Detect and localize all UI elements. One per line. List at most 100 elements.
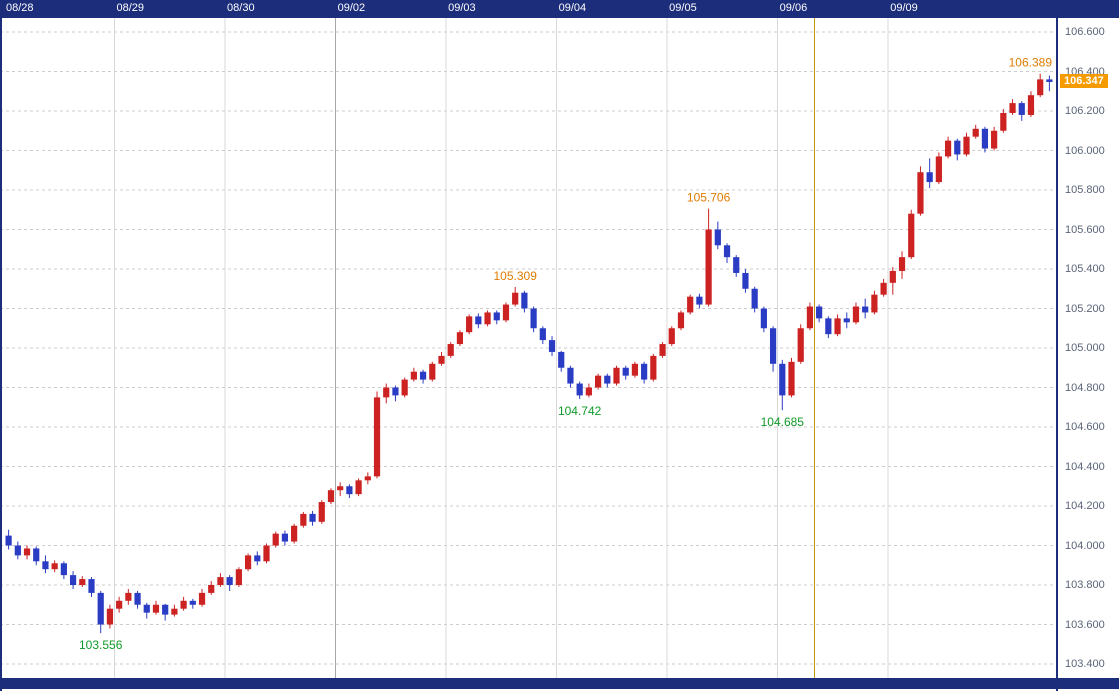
- candle-down: [816, 306, 823, 319]
- candle-up: [447, 344, 454, 356]
- candle-down: [226, 577, 233, 585]
- swing-high-label: 105.309: [493, 269, 537, 283]
- candle-down: [696, 296, 703, 305]
- candle-down: [567, 367, 574, 384]
- candle-down: [346, 486, 353, 495]
- price-tick-label: 104.400: [1065, 460, 1105, 473]
- candle-up: [594, 375, 602, 388]
- date-label: 08/30: [227, 2, 255, 14]
- price-tick-label: 105.200: [1065, 302, 1105, 315]
- candle-down: [641, 363, 648, 380]
- candle-down: [769, 328, 777, 364]
- price-tick-label: 104.000: [1065, 539, 1105, 552]
- candle-down: [751, 288, 758, 309]
- candle-up: [198, 592, 206, 605]
- price-tick-label: 106.000: [1065, 144, 1105, 157]
- candle-down: [733, 257, 740, 273]
- candle-up: [512, 292, 519, 305]
- candle-up: [337, 486, 344, 491]
- candle-down: [825, 318, 832, 335]
- date-label: 09/06: [779, 2, 808, 14]
- candle-up: [263, 545, 270, 562]
- candle-up: [806, 306, 814, 329]
- date-label: 09/02: [337, 2, 366, 14]
- price-tick-label: 103.600: [1065, 618, 1105, 631]
- candle-up: [383, 387, 390, 398]
- candle-down: [558, 351, 565, 368]
- candle-up: [355, 480, 362, 495]
- date-label: 09/09: [890, 2, 918, 14]
- candle-down: [548, 340, 556, 352]
- date-label: 09/03: [448, 2, 476, 14]
- candle-up: [668, 328, 675, 345]
- candle-up: [429, 363, 436, 380]
- candle-down: [475, 316, 482, 325]
- candle-up: [318, 502, 325, 522]
- candle-up: [116, 600, 123, 609]
- candle-up: [585, 387, 592, 396]
- date-label: 08/29: [116, 2, 145, 14]
- swing-high-label: 105.706: [687, 191, 731, 205]
- candle-down: [419, 371, 427, 380]
- candle-up: [797, 328, 804, 362]
- candle-up: [235, 569, 242, 585]
- candle-down: [723, 245, 731, 258]
- candle-down: [926, 172, 933, 183]
- candle-down: [392, 387, 399, 396]
- date-label: 08/28: [6, 2, 34, 14]
- candle-down: [493, 312, 500, 321]
- candle-down: [760, 308, 767, 329]
- candle-up: [917, 172, 924, 214]
- candle-down: [281, 533, 289, 542]
- date-label: 09/04: [558, 2, 587, 14]
- candle-up: [935, 156, 942, 183]
- candle-up: [180, 600, 187, 609]
- price-tick-label: 103.400: [1065, 658, 1105, 670]
- candle-up: [631, 363, 639, 376]
- bottom-frame: [0, 678, 1119, 689]
- candle-up: [125, 592, 132, 601]
- candle-down: [779, 363, 786, 396]
- candle-down: [539, 328, 546, 341]
- candle-down: [954, 140, 961, 155]
- candle-down: [576, 383, 583, 396]
- candle-up: [788, 361, 795, 396]
- candle-down: [1046, 79, 1053, 82]
- candle-up: [272, 533, 279, 546]
- date-label: 09/05: [669, 2, 697, 14]
- price-tick-label: 103.800: [1065, 579, 1105, 591]
- candle-down: [5, 535, 12, 546]
- candle-up: [1027, 95, 1035, 115]
- candle-up: [291, 525, 298, 542]
- candle-down: [604, 375, 611, 384]
- candle-up: [244, 555, 252, 570]
- swing-low-label: 104.685: [761, 415, 805, 429]
- candle-up: [327, 490, 335, 503]
- price-tick-label: 104.600: [1065, 421, 1105, 433]
- candle-up: [944, 140, 952, 157]
- candle-down: [309, 513, 316, 522]
- swing-low-label: 103.556: [79, 638, 123, 652]
- candle-down: [60, 563, 67, 576]
- candle-up: [208, 585, 215, 593]
- candle-down: [714, 229, 721, 246]
- candle-up: [484, 312, 491, 325]
- candle-up: [171, 608, 178, 615]
- candle-up: [373, 397, 381, 477]
- candle-up: [106, 608, 114, 625]
- candle-up: [51, 563, 58, 570]
- candle-down: [69, 575, 77, 585]
- candle-up: [364, 476, 371, 481]
- candle-up: [23, 548, 31, 556]
- swing-low-label: 104.742: [558, 404, 602, 418]
- plot-area[interactable]: 103.556 105.309 104.742 105.706 104.685 106.3…: [0, 0, 1058, 691]
- candle-down: [843, 318, 850, 323]
- candle-up: [687, 296, 694, 313]
- candle-up: [300, 513, 307, 526]
- candle-up: [908, 213, 915, 258]
- candle-up: [834, 318, 841, 335]
- candle-down: [1018, 103, 1025, 115]
- candle-down: [33, 548, 40, 562]
- price-tick-label: 105.400: [1065, 263, 1105, 275]
